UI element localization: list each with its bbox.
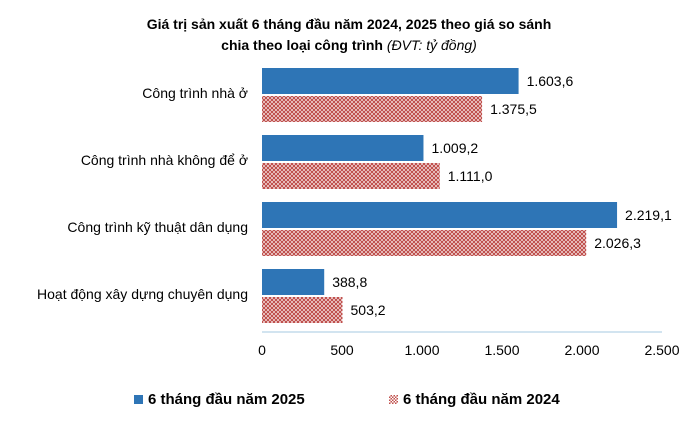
legend-item-2024: 6 tháng đầu năm 2024 [389, 391, 560, 408]
bar-2024 [262, 230, 587, 256]
category-label: Công trình nhà không để ở [81, 152, 248, 168]
legend: 6 tháng đầu năm 2025 6 tháng đầu năm 202… [0, 391, 698, 413]
chart-title-line2: chia theo loại công trình (ĐVT: tỷ đồng) [0, 35, 698, 56]
chart-title-line1: Giá trị sản xuất 6 tháng đầu năm 2024, 2… [146, 16, 552, 32]
data-label: 1.009,2 [431, 140, 478, 156]
category-label: Công trình kỹ thuật dân dụng [67, 219, 248, 235]
bar-2024 [262, 96, 483, 122]
bar-2025 [262, 68, 519, 94]
category-label: Công trình nhà ở [142, 85, 248, 101]
data-labels-layer: 1.603,6 1.375,5 1.009,2 1.111,0 2.219,1 2.026… [332, 73, 672, 318]
data-label: 503,2 [351, 302, 386, 318]
x-tick-label: 500 [330, 342, 354, 358]
chart-title: Giá trị sản xuất 6 tháng đầu năm 2024, 2… [0, 14, 698, 56]
chart-title-line2-text: chia theo loại công trình [221, 37, 383, 53]
bar-2025 [262, 202, 618, 228]
legend-item-2025: 6 tháng đầu năm 2025 [134, 391, 305, 408]
category-labels-layer: Công trình nhà ở Công trình nhà không để … [37, 85, 248, 302]
data-label: 1.603,6 [527, 73, 574, 89]
chart-unit: (ĐVT: tỷ đồng) [386, 37, 477, 53]
x-tick-label: 0 [258, 342, 266, 358]
bar-2024 [262, 163, 440, 189]
legend-swatch-2025 [134, 395, 143, 404]
x-tick-label: 1.000 [404, 342, 439, 358]
x-tick-label: 1.500 [484, 342, 519, 358]
legend-label-2024: 6 tháng đầu năm 2024 [403, 391, 560, 408]
category-label: Hoạt động xây dựng chuyên dụng [37, 286, 248, 302]
data-label: 388,8 [332, 274, 367, 290]
bars-layer [262, 68, 618, 323]
legend-swatch-2024 [389, 395, 398, 404]
bar-2024 [262, 297, 343, 323]
legend-label-2025: 6 tháng đầu năm 2025 [148, 391, 305, 408]
data-label: 2.219,1 [625, 207, 672, 223]
bar-2025 [262, 269, 325, 295]
x-tick-label: 2.500 [644, 342, 679, 358]
data-label: 2.026,3 [594, 235, 641, 251]
data-label: 1.375,5 [490, 101, 537, 117]
data-label: 1.111,0 [448, 168, 493, 184]
bar-2025 [262, 135, 424, 161]
x-tick-label: 2.000 [564, 342, 599, 358]
x-tick-labels-layer: 0 500 1.000 1.500 2.000 2.500 [258, 342, 680, 358]
